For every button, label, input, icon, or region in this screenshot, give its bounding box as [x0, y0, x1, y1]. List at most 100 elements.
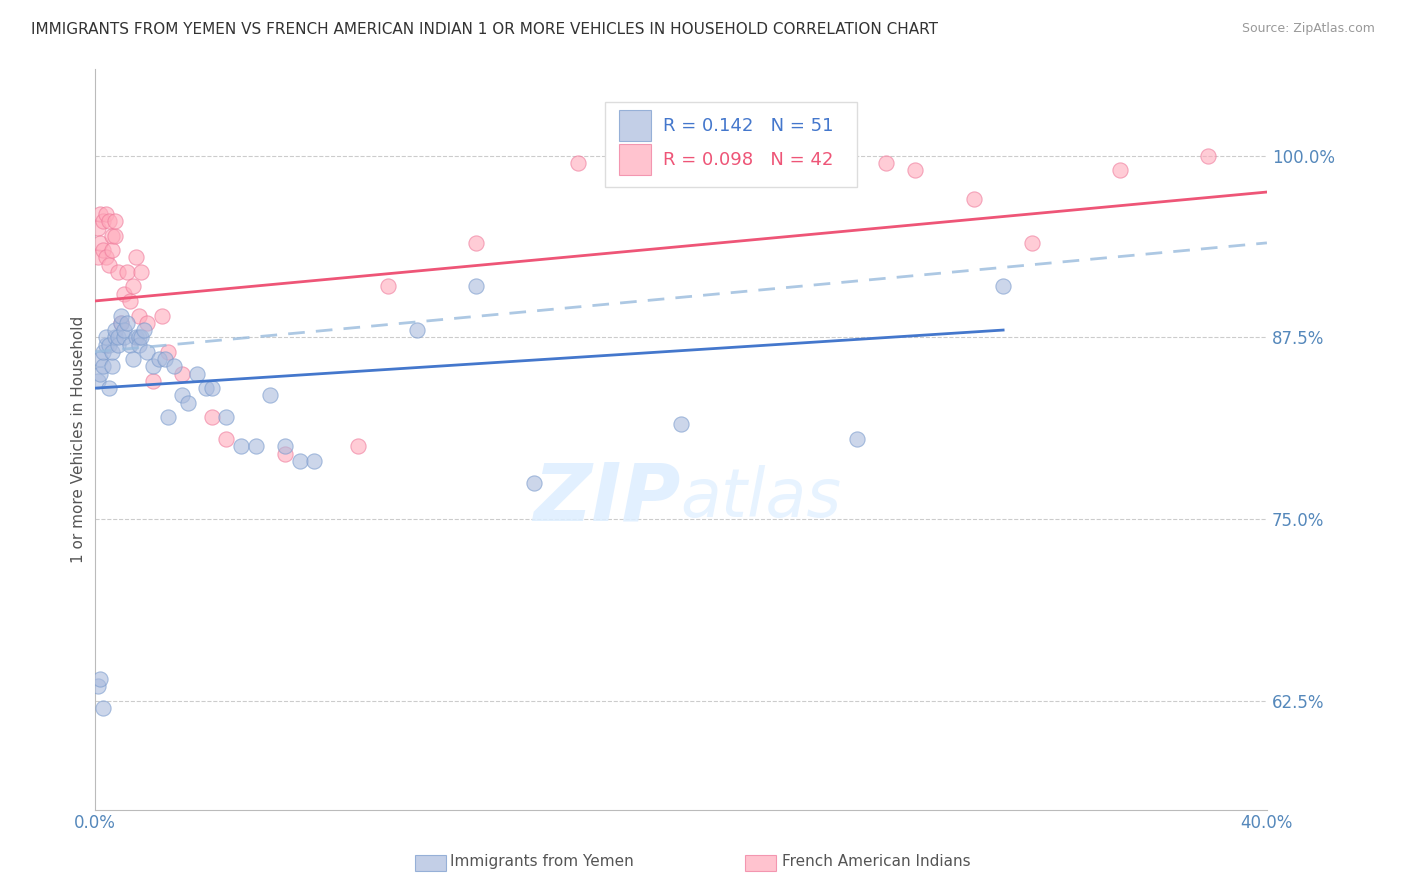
Point: [107, 265, 129, 279]
Point: [148, 352, 170, 367]
Point: [347, 439, 370, 453]
Point: [669, 163, 692, 178]
Point: [304, 454, 326, 468]
Point: [89, 235, 111, 250]
Point: [107, 337, 129, 351]
Point: [150, 309, 173, 323]
Point: [134, 323, 156, 337]
Point: [142, 374, 165, 388]
Point: [186, 367, 208, 381]
Point: [215, 410, 238, 425]
Point: [128, 330, 150, 344]
Point: [89, 352, 111, 367]
Point: [104, 323, 127, 337]
Point: [86, 679, 108, 693]
Point: [177, 395, 200, 409]
Point: [89, 207, 111, 221]
Point: [131, 265, 153, 279]
Point: [142, 359, 165, 374]
Point: [156, 410, 179, 425]
Point: [104, 214, 127, 228]
Point: [93, 214, 115, 228]
Point: [1021, 235, 1043, 250]
Point: [1109, 163, 1132, 178]
Point: [131, 330, 153, 344]
Point: [201, 381, 224, 395]
Point: [201, 410, 224, 425]
Text: Immigrants from Yemen: Immigrants from Yemen: [450, 854, 634, 869]
Point: [128, 309, 150, 323]
Y-axis label: 1 or more Vehicles in Household: 1 or more Vehicles in Household: [72, 316, 86, 563]
Point: [96, 251, 118, 265]
Point: [112, 323, 135, 337]
Text: R = 0.098   N = 42: R = 0.098 N = 42: [664, 151, 834, 169]
Point: [98, 381, 121, 395]
Point: [229, 439, 252, 453]
Point: [96, 207, 118, 221]
Point: [121, 279, 143, 293]
Point: [104, 330, 127, 344]
Point: [128, 337, 150, 351]
Point: [136, 316, 159, 330]
FancyBboxPatch shape: [605, 102, 856, 187]
Point: [163, 359, 186, 374]
Point: [96, 337, 118, 351]
Point: [93, 243, 115, 257]
Point: [567, 156, 589, 170]
Text: R = 0.142   N = 51: R = 0.142 N = 51: [664, 117, 834, 135]
Text: IMMIGRANTS FROM YEMEN VS FRENCH AMERICAN INDIAN 1 OR MORE VEHICLES IN HOUSEHOLD : IMMIGRANTS FROM YEMEN VS FRENCH AMERICAN…: [31, 22, 938, 37]
Point: [101, 243, 124, 257]
Text: ZIP: ZIP: [533, 459, 681, 537]
Point: [464, 279, 486, 293]
Point: [124, 330, 146, 344]
Point: [156, 344, 179, 359]
Point: [86, 251, 108, 265]
Point: [101, 228, 124, 243]
Point: [124, 251, 146, 265]
Point: [136, 344, 159, 359]
Point: [464, 235, 486, 250]
FancyBboxPatch shape: [619, 110, 651, 141]
Point: [118, 293, 141, 308]
Point: [194, 381, 217, 395]
Point: [112, 286, 135, 301]
Point: [101, 344, 124, 359]
Point: [172, 388, 194, 402]
Point: [153, 352, 176, 367]
Point: [101, 359, 124, 374]
Point: [107, 330, 129, 344]
Point: [93, 359, 115, 374]
Point: [93, 344, 115, 359]
Point: [121, 352, 143, 367]
Point: [288, 454, 311, 468]
Point: [845, 432, 868, 446]
Point: [406, 323, 429, 337]
Point: [991, 279, 1014, 293]
Point: [963, 192, 986, 206]
Point: [110, 316, 132, 330]
Point: [172, 367, 194, 381]
Point: [89, 672, 111, 686]
Point: [96, 330, 118, 344]
Text: atlas: atlas: [681, 466, 842, 532]
FancyBboxPatch shape: [619, 145, 651, 175]
Point: [274, 446, 297, 460]
Point: [104, 228, 127, 243]
Point: [110, 316, 132, 330]
Point: [523, 475, 546, 490]
Text: French American Indians: French American Indians: [782, 854, 970, 869]
Point: [112, 330, 135, 344]
Point: [875, 156, 897, 170]
Point: [245, 439, 267, 453]
Point: [86, 374, 108, 388]
Point: [110, 309, 132, 323]
Point: [98, 214, 121, 228]
Point: [377, 279, 399, 293]
Point: [904, 163, 927, 178]
Point: [669, 417, 692, 432]
Point: [98, 258, 121, 272]
Point: [115, 265, 138, 279]
Point: [86, 221, 108, 235]
Point: [98, 337, 121, 351]
Point: [118, 337, 141, 351]
